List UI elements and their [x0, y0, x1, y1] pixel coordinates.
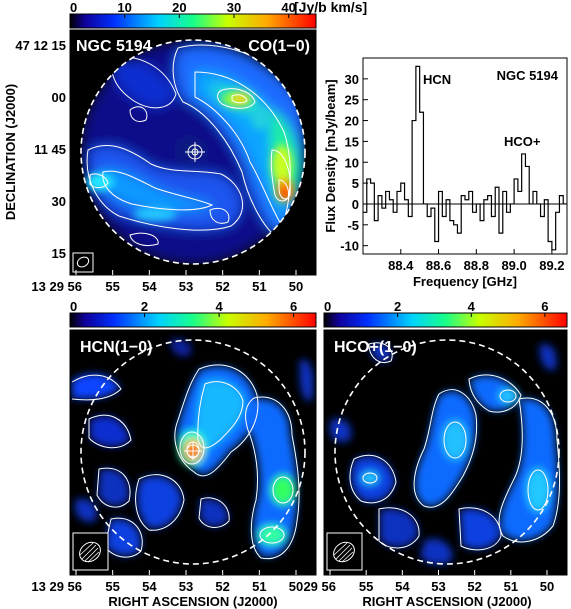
colorbar-tick-label: 2 — [394, 299, 401, 314]
x-tick-label: 53 — [179, 579, 193, 594]
x-tick-label: 51 — [252, 579, 266, 594]
x-tick-label: 53 — [179, 279, 193, 294]
colorbar-tick-label: 6 — [541, 299, 548, 314]
co-y-axis-label: DECLINATION (J2000) — [3, 84, 18, 220]
colorbar-tick-label: 4 — [468, 299, 476, 314]
colorbar-tick-label: 10 — [117, 0, 131, 15]
x-tick-label: 51 — [252, 279, 266, 294]
hcop-x-tick-labels: 29 56 55 54 53 52 51 50 — [303, 579, 554, 594]
y-tick-label: 11 45 — [34, 142, 66, 157]
spectrum-title: NGC 5194 — [497, 68, 559, 83]
x-tick-label: 54 — [142, 579, 157, 594]
hcn-colorbar-ticks: 0 2 4 6 — [69, 299, 297, 317]
spectrum-y-tick-label: 15 — [345, 134, 359, 149]
hcn-primary-beam-circle — [80, 339, 306, 565]
y-tick-label: 00 — [52, 90, 66, 105]
spectrum-y-ticks: 30 25 20 15 10 5 0 -5 -10 — [340, 72, 368, 254]
co-y-tick-labels: 47 12 15 00 11 45 30 15 — [15, 38, 66, 261]
spectrum-x-tick-label: 89.2 — [539, 258, 564, 273]
co-colorbar — [69, 13, 317, 29]
hcn-map-panel: 0 2 4 6 — [31, 299, 317, 609]
spectrum-plot-area — [362, 57, 568, 255]
hcop-x-axis-label: RIGHT ASCENSION (J2000) — [362, 594, 531, 609]
co-beam-box — [72, 252, 94, 273]
x-tick-label: 29 56 — [303, 579, 336, 594]
hcn-line-label: HCN(1−0) — [80, 339, 152, 356]
co-primary-beam-circle — [80, 39, 306, 265]
colorbar-tick-label: 0 — [70, 0, 77, 15]
x-tick-label: 13 29 56 — [31, 279, 82, 294]
x-tick-label: 55 — [105, 279, 119, 294]
hcop-colorbar-ticks: 0 2 4 6 — [323, 299, 549, 317]
x-tick-label: 52 — [215, 279, 229, 294]
x-tick-label: 13 29 56 — [31, 579, 82, 594]
hcop-x-tick-marks — [329, 570, 548, 575]
co-x-tick-marks — [75, 270, 297, 275]
spectrum-x-axis-label: Frequency [GHz] — [413, 274, 517, 289]
co-line-label: CO(1−0) — [248, 38, 310, 55]
colorbar-tick-label: 40 — [281, 0, 295, 15]
x-tick-label: 52 — [467, 579, 481, 594]
colorbar-tick-label: 2 — [141, 299, 148, 314]
spectrum-y-tick-label: 5 — [352, 176, 359, 191]
spectrum-y-tick-label: -5 — [347, 218, 359, 233]
co-map-panel: 0 10 20 30 40 [Jy/b km/s] — [3, 0, 367, 294]
spectrum-y-tick-label: 0 — [352, 197, 359, 212]
x-tick-label: 55 — [105, 579, 119, 594]
x-tick-label: 52 — [215, 579, 229, 594]
colorbar-tick-label: 30 — [227, 0, 241, 15]
hcop-line-label: HCO+(1−0) — [334, 339, 417, 356]
hcop-colorbar — [323, 312, 568, 328]
colorbar-tick-label: 4 — [215, 299, 223, 314]
x-tick-label: 53 — [431, 579, 445, 594]
hcn-beam-box — [72, 532, 109, 571]
x-tick-label: 54 — [395, 579, 410, 594]
hcn-emission — [71, 339, 314, 560]
spectrum-y-axis-label: Flux Density [mJy/beam] — [323, 79, 338, 232]
colorbar-tick-label: 0 — [324, 299, 331, 314]
hcop-primary-beam-circle — [334, 339, 560, 565]
colorbar-tick-label: 0 — [70, 299, 77, 314]
hcn-nucleus-marker — [184, 442, 202, 460]
x-tick-label: 50 — [289, 279, 303, 294]
hcop-map-panel: 0 2 4 6 — [303, 299, 568, 609]
spectrum-panel: 30 25 20 15 10 5 0 -5 -10 88.4 88.6 88.8 89.0 89.2 N… — [323, 57, 568, 289]
co-galaxy-label: NGC 5194 — [76, 38, 152, 55]
co-x-tick-labels: 13 29 56 55 54 53 52 51 50 — [31, 279, 303, 294]
hcn-x-tick-labels: 13 29 56 55 54 53 52 51 50 — [31, 579, 303, 594]
hcn-x-tick-marks — [75, 570, 297, 575]
spectrum-series-line — [363, 65, 567, 251]
colorbar-tick-label: 20 — [172, 0, 186, 15]
x-tick-label: 50 — [540, 579, 554, 594]
y-tick-label: 30 — [52, 194, 66, 209]
spectrum-x-tick-label: 88.8 — [464, 258, 489, 273]
x-tick-label: 54 — [142, 279, 157, 294]
co-nucleus-marker — [185, 142, 205, 162]
spectrum-y-tick-label: 20 — [345, 114, 359, 129]
co-colorbar-unit: [Jy/b km/s] — [294, 0, 367, 15]
spectrum-x-ticks: 88.4 88.6 88.8 89.0 89.2 — [388, 249, 565, 273]
y-tick-label: 47 12 15 — [15, 38, 66, 53]
spectrum-y-tick-label: 10 — [345, 155, 359, 170]
co-emission — [81, 40, 305, 264]
hcop-emission — [330, 342, 560, 565]
spectrum-y-tick-label: 25 — [345, 93, 359, 108]
x-tick-label: 50 — [289, 579, 303, 594]
spectrum-y-tick-label: -10 — [340, 239, 359, 254]
x-tick-label: 51 — [504, 579, 518, 594]
hcop-beam-box — [326, 532, 363, 571]
spectrum-x-tick-label: 89.0 — [501, 258, 526, 273]
spectrum-x-tick-label: 88.6 — [426, 258, 451, 273]
colorbar-tick-label: 6 — [290, 299, 297, 314]
spectrum-y-tick-label: 30 — [345, 72, 359, 87]
co-colorbar-ticks: 0 10 20 30 40 — [69, 0, 296, 18]
y-tick-label: 15 — [52, 246, 66, 261]
spectrum-x-tick-label: 88.4 — [388, 258, 414, 273]
spectrum-hcn-annotation: HCN — [423, 72, 451, 87]
spectrum-hcop-annotation: HCO+ — [504, 134, 541, 149]
hcn-colorbar — [69, 312, 317, 328]
x-tick-label: 55 — [359, 579, 373, 594]
hcn-x-axis-label: RIGHT ASCENSION (J2000) — [108, 594, 277, 609]
